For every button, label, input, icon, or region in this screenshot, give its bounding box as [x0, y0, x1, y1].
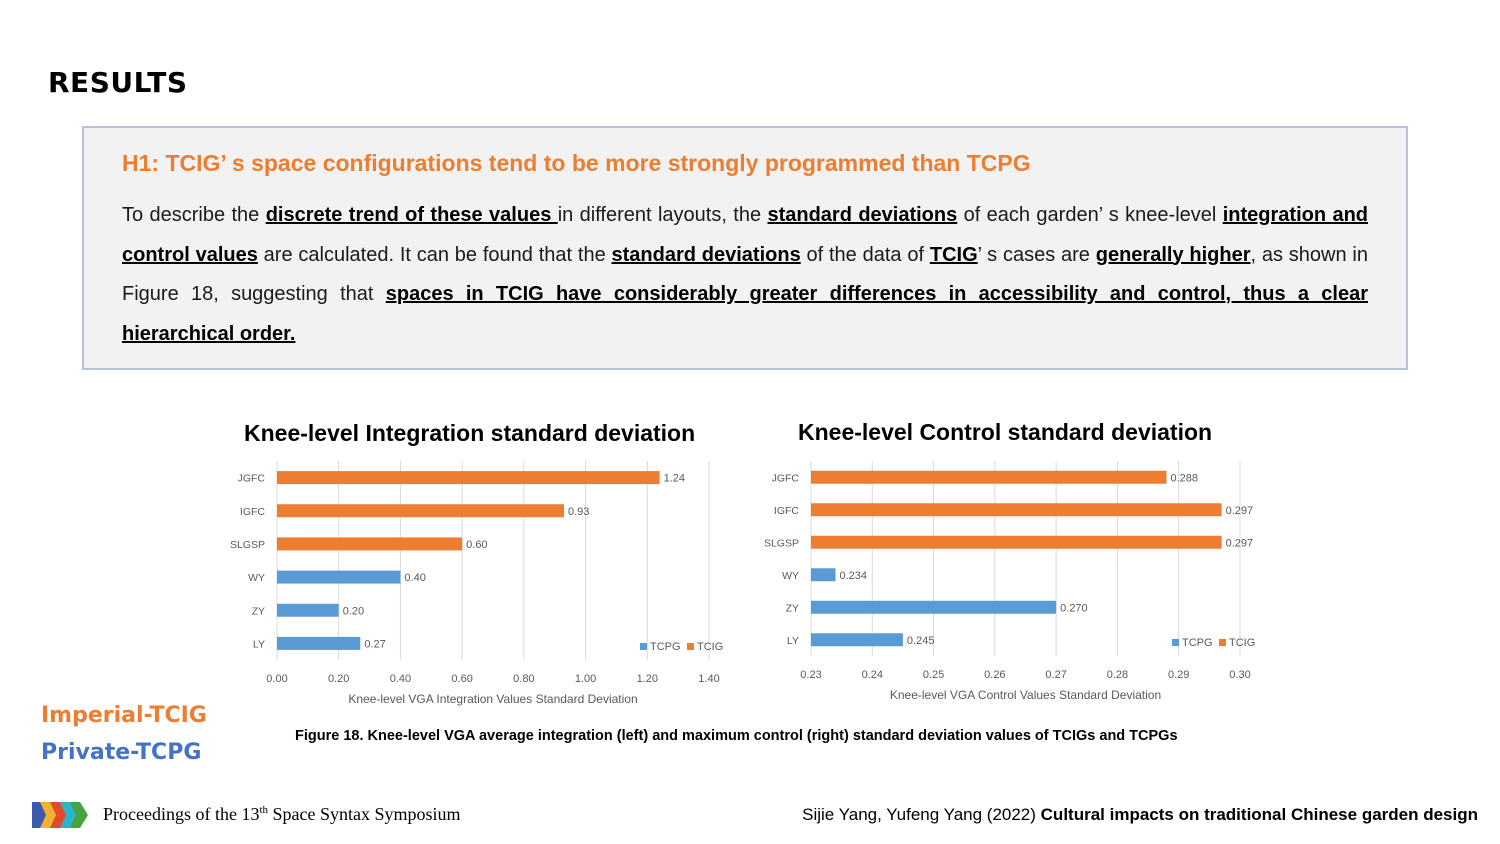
paper-citation: Sijie Yang, Yufeng Yang (2022) Cultural …	[802, 805, 1478, 824]
bar-wy	[811, 568, 836, 582]
category-label: LY	[787, 635, 799, 647]
bar-igfc	[811, 503, 1222, 517]
x-tick-label: 0.20	[328, 673, 349, 685]
category-label: WY	[248, 572, 265, 584]
body-text: ’ s cases are	[977, 243, 1096, 266]
page-title: RESULTS	[48, 66, 188, 99]
x-tick-label: 0.29	[1168, 669, 1189, 681]
emphasis-text: TCIG	[929, 243, 978, 266]
hypothesis-title: H1: TCIG’ s space configurations tend to…	[122, 150, 1031, 176]
bar-jgfc	[811, 470, 1167, 484]
bar-slgsp	[811, 535, 1222, 549]
bar-jgfc	[277, 471, 660, 485]
bar-slgsp	[277, 537, 463, 551]
emphasis-text: generally higher	[1095, 243, 1251, 266]
data-label: 1.24	[664, 473, 685, 485]
body-text: of each garden’ s knee-level	[957, 204, 1223, 226]
hypothesis-box: H1: TCIG’ s space configurations tend to…	[82, 126, 1408, 370]
legend-label: TCPG	[650, 641, 681, 653]
control-chart-title: Knee-level Control standard deviation	[798, 419, 1213, 445]
category-label: JGFC	[238, 473, 266, 485]
x-tick-label: 0.23	[800, 669, 821, 681]
body-text: , as shown in Figure 18, suggesting that	[122, 243, 1368, 306]
emphasis-text: spaces in TCIG have considerably greater…	[122, 283, 1368, 345]
x-axis-title: Knee-level VGA Control Values Standard D…	[890, 688, 1161, 702]
legend-private-tcpg: Private-TCPG	[41, 740, 202, 765]
data-label: 0.20	[343, 605, 364, 617]
category-label: LY	[253, 638, 265, 650]
legend-swatch-tcig	[1219, 639, 1226, 646]
integration-chart-title: Knee-level Integration standard deviatio…	[244, 420, 696, 446]
emphasis-text: integration and control values	[122, 204, 1369, 266]
data-label: 0.288	[1170, 472, 1198, 484]
legend-imperial-tcig: Imperial-TCIG	[41, 703, 207, 728]
category-label: IGFC	[774, 505, 799, 517]
bar-zy	[277, 603, 339, 617]
x-axis-title: Knee-level VGA Integration Values Standa…	[348, 692, 637, 706]
proceedings-text: Proceedings of the 13th Space Syntax Sym…	[103, 804, 461, 824]
category-label: SLGSP	[764, 537, 799, 549]
bar-wy	[277, 570, 401, 584]
category-label: IGFC	[240, 506, 265, 518]
x-tick-label: 1.00	[575, 673, 596, 685]
x-tick-label: 0.00	[266, 673, 287, 685]
data-label: 0.40	[404, 572, 425, 584]
legend-label: TCIG	[1229, 637, 1255, 649]
body-text: of the data of	[800, 243, 930, 266]
bar-ly	[277, 636, 361, 650]
x-tick-label: 0.25	[923, 669, 944, 681]
emphasis-text: standard deviations	[611, 243, 801, 266]
data-label: 0.297	[1226, 537, 1254, 549]
legend-swatch-tcpg	[1172, 639, 1179, 646]
bar-ly	[811, 633, 903, 647]
hypothesis-text: To describe the discrete trend of these …	[122, 196, 1368, 354]
category-label: ZY	[252, 605, 265, 617]
emphasis-text: discrete trend of these values	[265, 204, 558, 226]
legend-swatch-tcpg	[640, 643, 647, 650]
body-text: in different layouts, the	[557, 204, 768, 226]
figure-caption: Figure 18. Knee-level VGA average integr…	[295, 728, 1178, 744]
data-label: 0.270	[1060, 602, 1088, 614]
data-label: 0.93	[568, 506, 589, 518]
x-tick-label: 1.20	[637, 673, 658, 685]
x-tick-label: 0.60	[451, 673, 472, 685]
data-label: 0.27	[364, 638, 385, 650]
legend-label: TCIG	[697, 641, 723, 653]
data-label: 0.245	[907, 635, 935, 647]
category-label: JGFC	[772, 472, 800, 484]
control-chart: 0.23 0.24 0.25 0.26 0.27 0.28 0.29 0.30 JGFC 0.28…	[764, 461, 1255, 702]
integration-chart: 0.00 0.20 0.40 0.60 0.80 1.00 1.20 1.40 JGFC 1.24…	[230, 461, 723, 706]
x-tick-label: 0.26	[984, 669, 1005, 681]
category-label: ZY	[786, 602, 799, 614]
body-text: To describe the	[122, 204, 266, 226]
category-label: SLGSP	[230, 539, 265, 551]
body-text: are calculated. It can be found that the	[257, 243, 612, 266]
x-tick-label: 0.27	[1045, 669, 1066, 681]
data-label: 0.60	[466, 539, 487, 551]
x-tick-label: 0.80	[513, 673, 534, 685]
legend-swatch-tcig	[687, 643, 694, 650]
legend-label: TCPG	[1182, 637, 1213, 649]
emphasis-text: standard deviations	[767, 204, 958, 226]
data-label: 0.297	[1226, 505, 1254, 517]
category-label: WY	[782, 570, 799, 582]
x-tick-label: 0.28	[1107, 669, 1128, 681]
x-tick-label: 0.30	[1229, 669, 1250, 681]
x-tick-label: 1.40	[698, 673, 719, 685]
data-label: 0.234	[840, 570, 868, 582]
x-tick-label: 0.24	[862, 669, 883, 681]
x-tick-label: 0.40	[390, 673, 411, 685]
bar-igfc	[277, 504, 564, 518]
bar-zy	[811, 600, 1057, 614]
symposium-logo-icon	[32, 802, 88, 828]
